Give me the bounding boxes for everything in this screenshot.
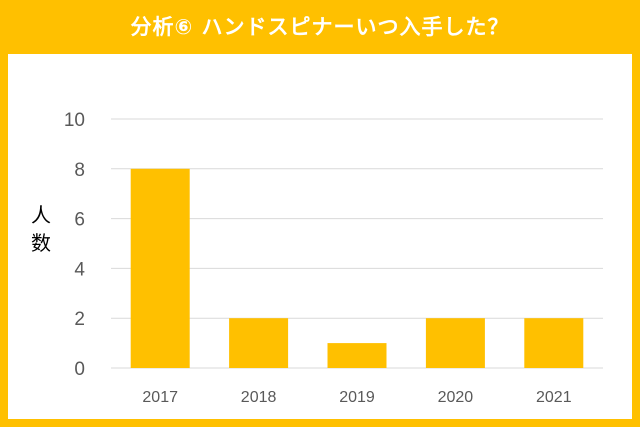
y-tick-label: 10 — [64, 110, 85, 131]
y-axis-label-char-1: 人 — [31, 203, 51, 227]
x-tick-labels: 2017 2018 2019 2020 2021 — [142, 389, 571, 406]
y-tick-labels: 0 2 4 6 8 10 — [64, 110, 86, 380]
y-tick-label: 8 — [74, 160, 85, 181]
x-tick-label-2020: 2020 — [438, 389, 474, 406]
x-tick-label-2017: 2017 — [142, 389, 178, 406]
bars — [130, 168, 584, 368]
bar-2018 — [229, 318, 289, 368]
x-tick-label-2018: 2018 — [241, 389, 277, 406]
bar-2019 — [327, 343, 387, 368]
bar-2017 — [130, 168, 190, 368]
gridlines — [111, 118, 603, 369]
bar-2021 — [524, 318, 584, 368]
y-tick-label: 2 — [74, 309, 85, 330]
chart-title: 分析⑥ ハンドスピナーいつ入手した？ — [0, 0, 640, 54]
x-tick-label-2019: 2019 — [339, 389, 375, 406]
y-tick-label: 4 — [74, 259, 85, 280]
y-tick-label: 6 — [74, 210, 85, 231]
y-axis-label-char-2: 数 — [31, 231, 51, 255]
bar-2020 — [425, 318, 485, 368]
y-tick-label: 0 — [74, 359, 85, 380]
x-tick-label-2021: 2021 — [536, 389, 572, 406]
